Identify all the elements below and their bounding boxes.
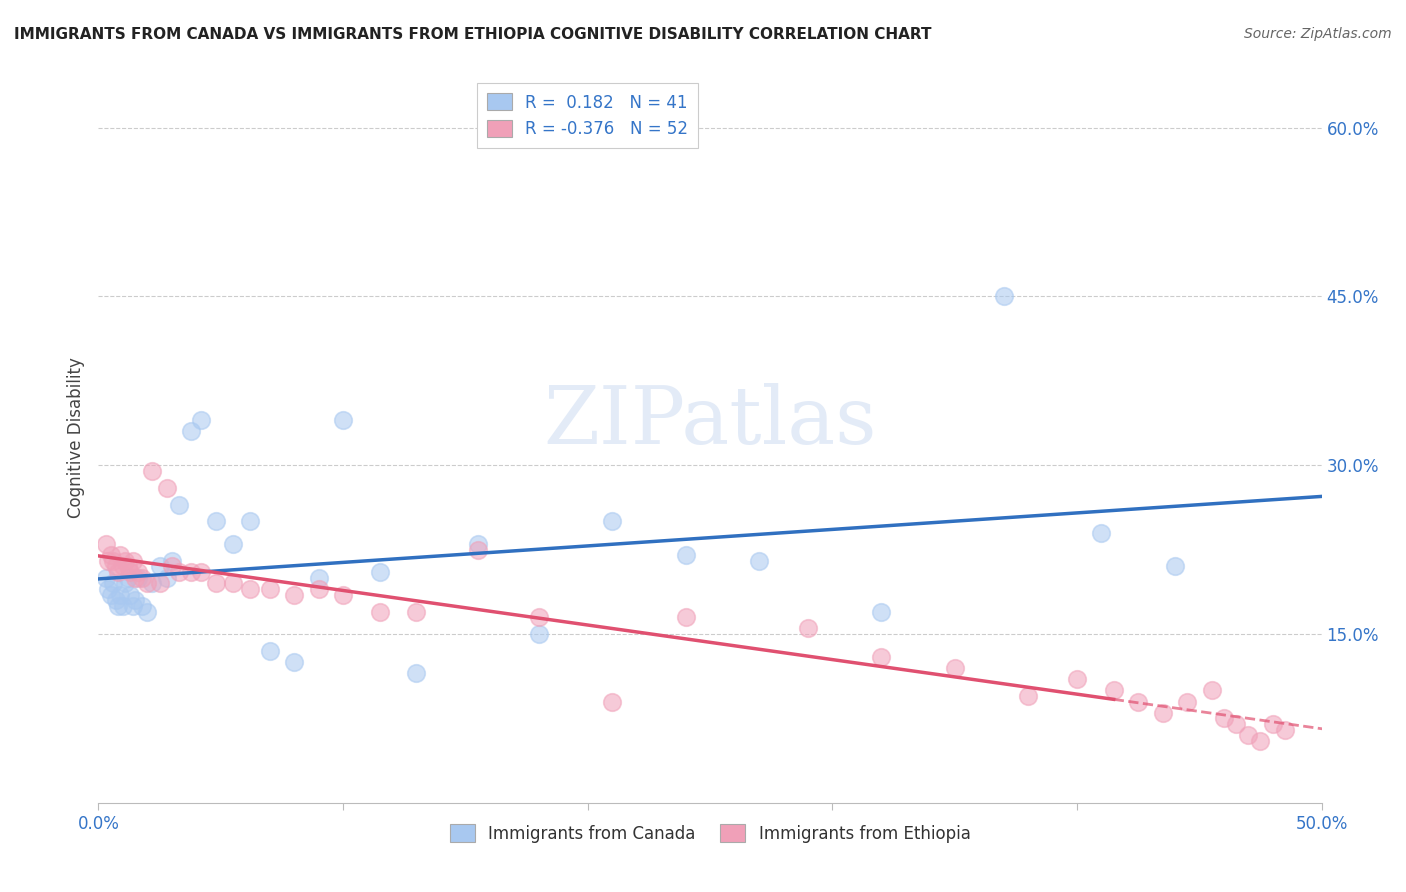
Point xyxy=(308,571,330,585)
Point xyxy=(467,537,489,551)
Point xyxy=(167,498,190,512)
Point xyxy=(1274,723,1296,737)
Point xyxy=(107,599,129,613)
Point xyxy=(1102,683,1125,698)
Point xyxy=(117,571,139,585)
Point xyxy=(222,576,245,591)
Point xyxy=(748,554,770,568)
Point xyxy=(124,571,146,585)
Point xyxy=(870,649,893,664)
Point xyxy=(117,559,139,574)
Point xyxy=(97,582,120,596)
Point xyxy=(127,571,149,585)
Point xyxy=(332,413,354,427)
Point xyxy=(120,588,142,602)
Point xyxy=(180,565,202,579)
Point xyxy=(131,571,153,585)
Point xyxy=(1066,672,1088,686)
Point xyxy=(600,694,623,708)
Point xyxy=(101,576,124,591)
Point xyxy=(1212,711,1234,725)
Point xyxy=(1201,683,1223,698)
Point xyxy=(156,481,179,495)
Point xyxy=(149,576,172,591)
Point xyxy=(100,548,122,562)
Point xyxy=(368,565,391,579)
Point xyxy=(1249,734,1271,748)
Point xyxy=(136,576,159,591)
Point xyxy=(239,582,262,596)
Point xyxy=(190,565,212,579)
Point xyxy=(205,515,228,529)
Y-axis label: Cognitive Disability: Cognitive Disability xyxy=(66,357,84,517)
Point xyxy=(94,537,117,551)
Point xyxy=(405,666,427,681)
Point xyxy=(675,548,697,562)
Point xyxy=(1237,728,1260,742)
Point xyxy=(205,576,228,591)
Point xyxy=(308,582,330,596)
Point xyxy=(111,559,134,574)
Point xyxy=(1175,694,1198,708)
Point xyxy=(131,599,153,613)
Point xyxy=(114,576,136,591)
Point xyxy=(283,588,305,602)
Point xyxy=(104,559,127,574)
Point xyxy=(467,542,489,557)
Point xyxy=(149,559,172,574)
Point xyxy=(97,554,120,568)
Point xyxy=(1128,694,1150,708)
Point xyxy=(993,289,1015,303)
Point xyxy=(1261,717,1284,731)
Point xyxy=(1164,559,1187,574)
Point xyxy=(259,644,281,658)
Point xyxy=(943,661,966,675)
Point xyxy=(114,554,136,568)
Point xyxy=(110,588,132,602)
Point xyxy=(121,554,143,568)
Point xyxy=(527,610,550,624)
Point xyxy=(259,582,281,596)
Point xyxy=(1225,717,1247,731)
Point xyxy=(141,464,163,478)
Point xyxy=(1152,706,1174,720)
Point xyxy=(110,548,132,562)
Point xyxy=(332,588,354,602)
Point xyxy=(160,554,183,568)
Point xyxy=(222,537,245,551)
Point xyxy=(1090,525,1112,540)
Point xyxy=(156,571,179,585)
Point xyxy=(124,593,146,607)
Point xyxy=(180,425,202,439)
Point xyxy=(160,559,183,574)
Text: IMMIGRANTS FROM CANADA VS IMMIGRANTS FROM ETHIOPIA COGNITIVE DISABILITY CORRELAT: IMMIGRANTS FROM CANADA VS IMMIGRANTS FRO… xyxy=(14,27,932,42)
Point xyxy=(121,599,143,613)
Text: ZIPatlas: ZIPatlas xyxy=(543,384,877,461)
Point xyxy=(104,593,127,607)
Point xyxy=(127,565,149,579)
Point xyxy=(190,413,212,427)
Point xyxy=(870,605,893,619)
Point xyxy=(111,599,134,613)
Point xyxy=(797,621,820,635)
Point xyxy=(675,610,697,624)
Point xyxy=(527,627,550,641)
Point xyxy=(283,655,305,669)
Point xyxy=(120,565,142,579)
Point xyxy=(100,588,122,602)
Point xyxy=(107,565,129,579)
Point xyxy=(368,605,391,619)
Point xyxy=(141,576,163,591)
Point xyxy=(405,605,427,619)
Legend: Immigrants from Canada, Immigrants from Ethiopia: Immigrants from Canada, Immigrants from … xyxy=(443,818,977,849)
Point xyxy=(1017,689,1039,703)
Point xyxy=(94,571,117,585)
Point xyxy=(136,605,159,619)
Point xyxy=(600,515,623,529)
Point xyxy=(101,554,124,568)
Text: Source: ZipAtlas.com: Source: ZipAtlas.com xyxy=(1244,27,1392,41)
Point xyxy=(239,515,262,529)
Point xyxy=(167,565,190,579)
